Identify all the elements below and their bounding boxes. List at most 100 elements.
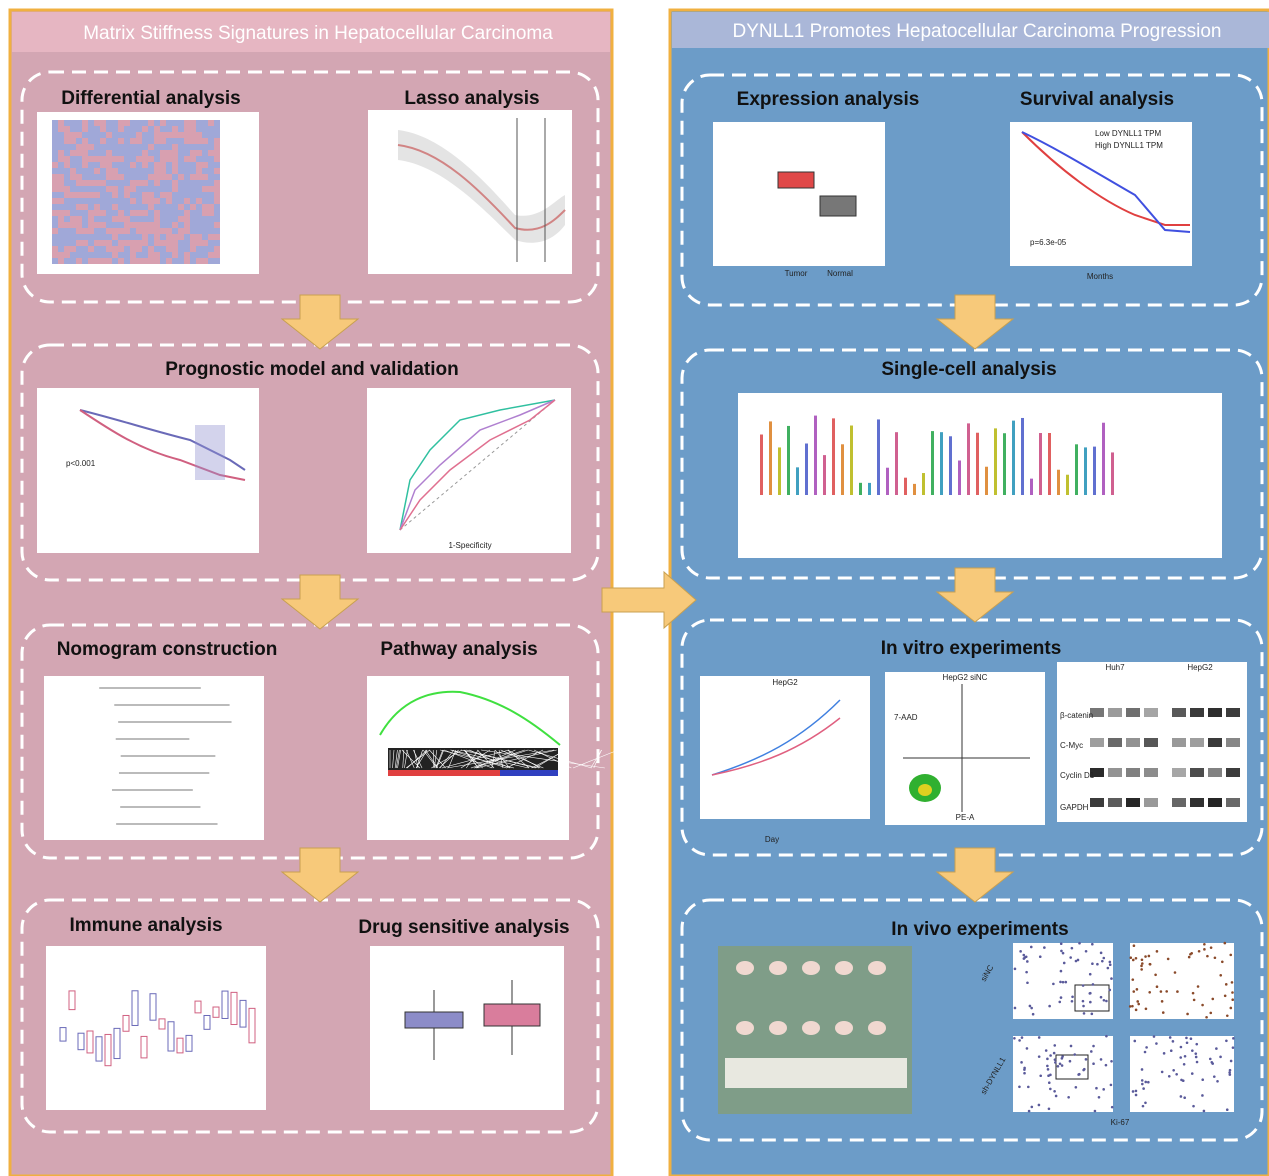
decoration (787, 426, 790, 495)
decoration (184, 228, 190, 234)
decoration (913, 484, 916, 495)
decoration (1052, 983, 1055, 986)
decoration (202, 132, 208, 138)
decoration (190, 240, 196, 246)
decoration (172, 144, 178, 150)
decoration (184, 168, 190, 174)
decoration (94, 210, 100, 216)
decoration (142, 210, 148, 216)
decoration (130, 234, 136, 240)
decoration (94, 168, 100, 174)
decoration (130, 252, 136, 258)
decoration (1083, 1012, 1086, 1015)
decoration (124, 150, 130, 156)
decoration (1014, 1007, 1017, 1010)
decoration (1082, 984, 1085, 987)
decoration (1210, 946, 1213, 949)
decoration (196, 120, 202, 126)
decoration (154, 186, 160, 192)
decoration (76, 252, 82, 258)
decoration (142, 126, 148, 132)
decoration (124, 192, 130, 198)
decoration (130, 192, 136, 198)
decoration (1063, 962, 1066, 965)
decoration (1057, 1065, 1060, 1068)
decoration (178, 168, 184, 174)
decoration (160, 204, 166, 210)
decoration (1129, 1005, 1132, 1008)
decoration (1088, 992, 1091, 995)
decoration (1110, 977, 1113, 980)
decoration (106, 204, 112, 210)
decoration (124, 210, 130, 216)
decoration (100, 150, 106, 156)
decoration (184, 150, 190, 156)
decoration (1221, 961, 1224, 964)
decoration (1203, 948, 1206, 951)
decoration (208, 186, 214, 192)
decoration (196, 222, 202, 228)
decoration (1023, 1072, 1026, 1075)
decoration (142, 246, 148, 252)
decoration (1170, 1049, 1173, 1052)
decoration (196, 132, 202, 138)
decoration (1186, 1041, 1189, 1044)
decoration (100, 258, 106, 264)
decoration (1192, 1105, 1195, 1108)
decoration (196, 138, 202, 144)
decoration (106, 246, 112, 252)
decoration (178, 204, 184, 210)
decoration (52, 180, 58, 186)
figure-label: β-catenin (1060, 711, 1093, 720)
decoration (208, 180, 214, 186)
decoration (136, 132, 142, 138)
decoration (124, 120, 130, 126)
decoration (1231, 991, 1234, 994)
decoration (1100, 952, 1103, 955)
decoration (160, 234, 166, 240)
decoration (130, 150, 136, 156)
decoration (88, 228, 94, 234)
decoration (1161, 1000, 1164, 1003)
decoration (70, 192, 76, 198)
decoration (1231, 981, 1234, 984)
decoration (1193, 999, 1196, 1002)
decoration (130, 216, 136, 222)
decoration (172, 240, 178, 246)
decoration (58, 252, 64, 258)
decoration (736, 1021, 754, 1035)
decoration (1156, 985, 1159, 988)
decoration (70, 132, 76, 138)
decoration (202, 120, 208, 126)
decoration (1230, 1007, 1233, 1010)
decoration (1019, 950, 1022, 953)
decoration (106, 174, 112, 180)
decoration (52, 222, 58, 228)
decoration (1082, 1005, 1085, 1008)
decoration (202, 162, 208, 168)
decoration (70, 198, 76, 204)
decoration (1091, 1013, 1094, 1016)
decoration (88, 144, 94, 150)
decoration (178, 132, 184, 138)
decoration (1135, 1009, 1138, 1012)
decoration (118, 234, 124, 240)
decoration (1145, 1007, 1148, 1010)
decoration (160, 138, 166, 144)
decoration (202, 180, 208, 186)
decoration (106, 192, 112, 198)
decoration (76, 174, 82, 180)
decoration (166, 192, 172, 198)
decoration (1186, 1013, 1189, 1016)
decoration (202, 150, 208, 156)
decoration (166, 246, 172, 252)
decoration (166, 174, 172, 180)
decoration (100, 192, 106, 198)
decoration (166, 156, 172, 162)
decoration (1216, 1080, 1219, 1083)
decoration (118, 132, 124, 138)
decoration (1144, 708, 1158, 717)
decoration (1057, 470, 1060, 495)
decoration (1211, 998, 1214, 1001)
heading: In vivo experiments (891, 919, 1068, 940)
